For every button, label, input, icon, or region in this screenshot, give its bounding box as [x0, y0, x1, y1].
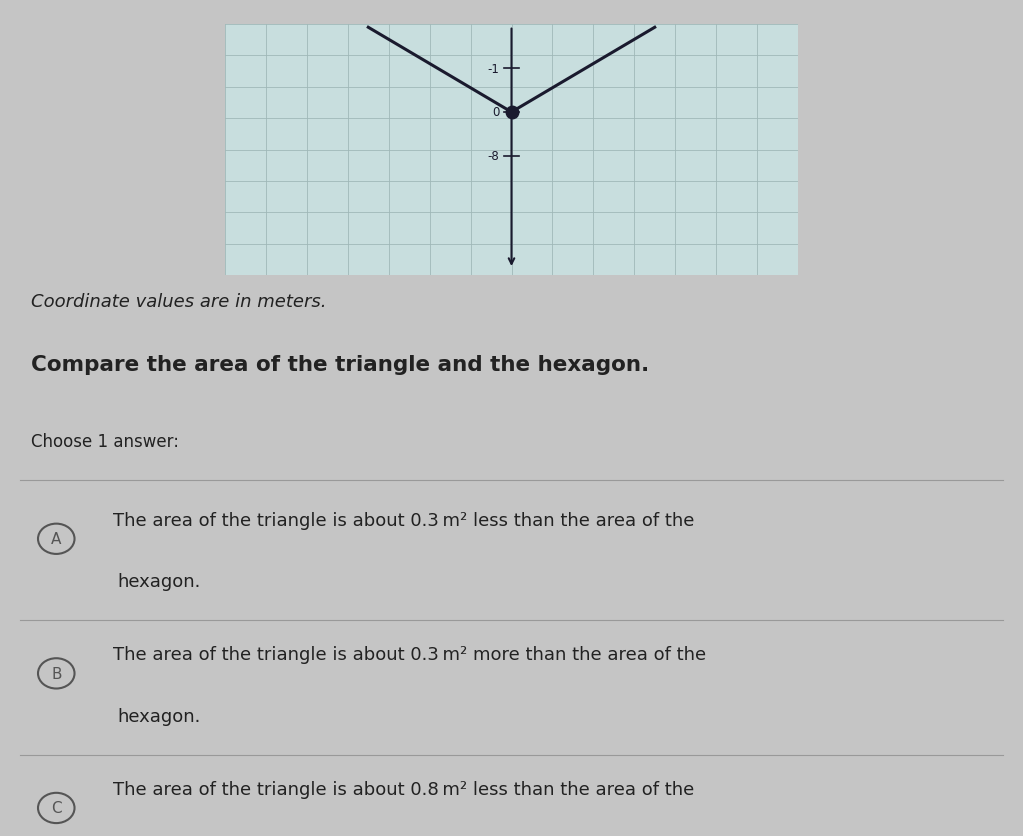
Text: hexagon.: hexagon.	[118, 573, 202, 591]
Text: B: B	[51, 666, 61, 681]
Text: -8: -8	[488, 150, 499, 163]
Text: hexagon.: hexagon.	[118, 707, 202, 725]
Text: Coordinate values are in meters.: Coordinate values are in meters.	[31, 293, 326, 311]
Text: The area of the triangle is about 0.8 m² less than the area of the: The area of the triangle is about 0.8 m²…	[113, 780, 694, 798]
Text: Compare the area of the triangle and the hexagon.: Compare the area of the triangle and the…	[31, 354, 649, 375]
Text: The area of the triangle is about 0.3 m² more than the area of the: The area of the triangle is about 0.3 m²…	[113, 645, 706, 664]
Text: The area of the triangle is about 0.3 m² less than the area of the: The area of the triangle is about 0.3 m²…	[113, 511, 694, 529]
Text: 0: 0	[492, 106, 499, 120]
Text: C: C	[51, 801, 61, 815]
Text: A: A	[51, 532, 61, 547]
Text: Choose 1 answer:: Choose 1 answer:	[31, 433, 179, 451]
Text: -1: -1	[487, 63, 499, 75]
